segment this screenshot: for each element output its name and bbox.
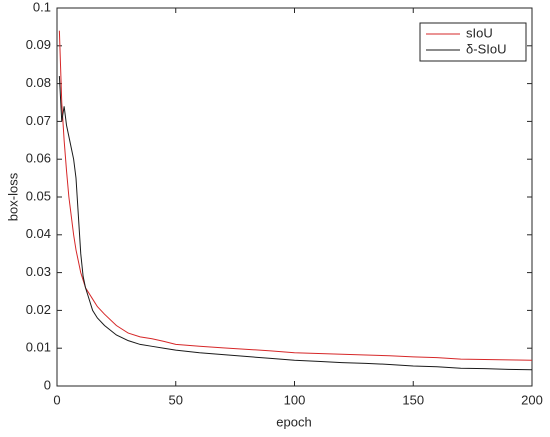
y-tick-label: 0.09 bbox=[26, 37, 51, 52]
series-line bbox=[58, 30, 533, 361]
series-line bbox=[58, 76, 533, 371]
y-tick-label: 0.05 bbox=[26, 188, 51, 203]
x-axis-label: epoch bbox=[276, 414, 311, 429]
y-tick-label: 0.08 bbox=[26, 75, 51, 90]
y-tick-label: 0.04 bbox=[26, 226, 51, 241]
x-tick-label: 150 bbox=[402, 392, 424, 407]
x-tick-label: 200 bbox=[521, 392, 543, 407]
y-axis-label: box-loss bbox=[5, 172, 20, 221]
x-tick-label: 50 bbox=[169, 392, 183, 407]
y-tick-label: 0.06 bbox=[26, 151, 51, 166]
y-tick-label: 0 bbox=[44, 377, 51, 392]
x-tick-label: 0 bbox=[53, 392, 60, 407]
legend-label: δ-SIoU bbox=[466, 41, 506, 56]
legend-label: sIoU bbox=[466, 25, 493, 40]
legend-box bbox=[419, 22, 527, 62]
y-tick-label: 0.07 bbox=[26, 113, 51, 128]
x-tick-label: 100 bbox=[284, 392, 306, 407]
y-tick-label: 0.02 bbox=[26, 302, 51, 317]
y-tick-label: 0.1 bbox=[33, 0, 51, 14]
y-tick-label: 0.01 bbox=[26, 340, 51, 355]
plot-area bbox=[56, 7, 533, 387]
y-tick-label: 0.03 bbox=[26, 264, 51, 279]
